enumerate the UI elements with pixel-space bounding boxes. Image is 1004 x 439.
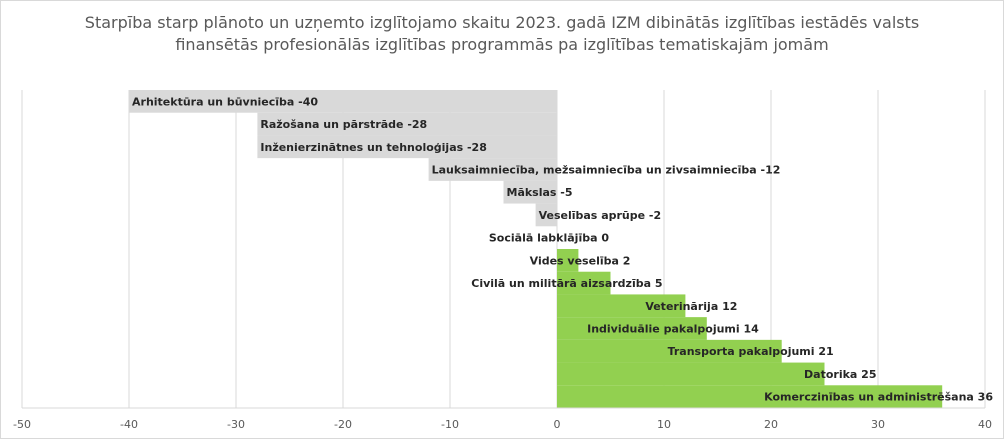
data-label-0: Arhitektūra un būvniecība -40 [132, 95, 318, 108]
data-label-5: Veselības aprūpe -2 [539, 209, 662, 222]
bar-10 [557, 317, 707, 340]
bars [129, 90, 943, 408]
data-label-13: Komerczinības un administrēšana 36 [764, 391, 993, 404]
bar-9 [557, 294, 686, 318]
chart-title: Starpība starp plānoto un uzņemto izglīt… [0, 12, 1004, 56]
data-label-2: Inženierzinātnes un tehnoloģijas -28 [260, 141, 486, 154]
bar-0 [129, 90, 557, 113]
data-label-10: Individuālie pakalpojumi 14 [587, 323, 759, 336]
bar-4 [503, 180, 557, 204]
bar-5 [535, 203, 557, 227]
x-tick-label-6: 10 [657, 418, 671, 431]
bar-13 [557, 385, 943, 408]
bar-1 [257, 112, 557, 136]
x-tick-label-4: -10 [441, 418, 459, 431]
x-tick-label-8: 30 [871, 418, 885, 431]
x-tick-label-3: -20 [334, 418, 352, 431]
data-label-12: Datorika 25 [804, 368, 876, 381]
chart-title-line-2: finansētās profesionālās izglītības prog… [175, 35, 829, 54]
x-tick-label-0: -50 [13, 418, 31, 431]
bar-11 [557, 339, 782, 363]
bar-8 [557, 271, 611, 295]
data-label-8: Civilā un militārā aizsardzība 5 [471, 277, 662, 290]
data-label-3: Lauksaimniecība, mežsaimniecība un zivsa… [432, 164, 781, 177]
bar-7 [557, 249, 579, 272]
x-tick-label-9: 40 [978, 418, 992, 431]
data-label-7: Vides veselība 2 [530, 254, 631, 267]
data-label-4: Mākslas -5 [507, 186, 573, 199]
data-label-6: Sociālā labklājība 0 [489, 232, 609, 245]
x-tick-label-2: -30 [227, 418, 245, 431]
data-label-1: Ražošana un pārstrāde -28 [260, 118, 427, 131]
x-tick-label-5: 0 [554, 418, 561, 431]
bar-2 [257, 135, 557, 159]
data-label-9: Veterinārija 12 [645, 300, 737, 313]
chart-title-line-1: Starpība starp plānoto un uzņemto izglīt… [84, 13, 920, 32]
x-tick-label-7: 20 [764, 418, 778, 431]
bar-3 [428, 158, 557, 181]
data-labels: Arhitektūra un būvniecība -40 Ražošana un… [132, 95, 993, 403]
x-tick-label-1: -40 [120, 418, 138, 431]
x-tick-labels: -50 -40 -30 -20 -10 0 10 20 30 40 [13, 418, 992, 431]
bar-12 [557, 362, 825, 386]
data-label-11: Transporta pakalpojumi 21 [668, 345, 834, 358]
